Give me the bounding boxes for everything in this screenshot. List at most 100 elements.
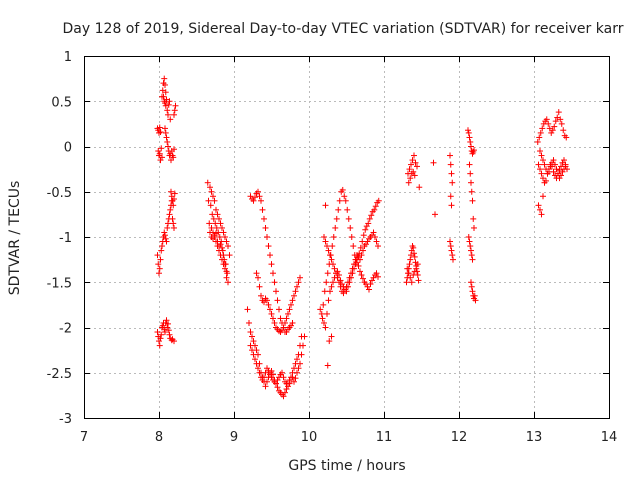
data-point bbox=[339, 186, 346, 193]
data-point bbox=[277, 315, 284, 322]
data-point bbox=[220, 229, 227, 236]
data-point bbox=[162, 125, 168, 132]
data-point bbox=[448, 202, 455, 209]
data-point bbox=[250, 351, 257, 358]
data-point bbox=[208, 224, 215, 231]
data-point bbox=[558, 120, 565, 127]
data-point bbox=[375, 243, 381, 250]
data-point bbox=[447, 193, 454, 200]
data-point bbox=[286, 306, 293, 313]
data-point bbox=[321, 288, 328, 295]
data-point bbox=[366, 215, 373, 222]
data-point bbox=[411, 253, 418, 260]
data-point bbox=[540, 157, 546, 164]
data-point bbox=[330, 234, 337, 240]
data-point bbox=[216, 215, 222, 222]
data-point bbox=[250, 338, 257, 345]
data-point bbox=[211, 197, 218, 204]
data-point bbox=[258, 197, 264, 204]
data-point bbox=[469, 256, 476, 263]
data-point bbox=[414, 163, 420, 170]
data-point bbox=[213, 206, 219, 213]
data-point bbox=[333, 215, 340, 222]
data-point bbox=[158, 145, 165, 152]
data-point bbox=[557, 116, 564, 123]
data-point bbox=[322, 202, 329, 209]
data-point bbox=[556, 167, 563, 174]
data-point bbox=[336, 279, 342, 286]
data-point bbox=[318, 310, 325, 317]
data-point bbox=[468, 143, 474, 150]
data-point bbox=[409, 157, 416, 164]
data-point bbox=[358, 272, 365, 279]
data-point bbox=[247, 329, 254, 336]
data-point bbox=[171, 195, 177, 202]
data-point bbox=[351, 261, 357, 268]
data-point bbox=[549, 163, 555, 170]
data-point bbox=[368, 212, 375, 219]
data-point bbox=[447, 152, 453, 159]
data-point bbox=[264, 297, 270, 304]
y-tick-label: 1 bbox=[64, 50, 72, 65]
data-point bbox=[163, 134, 170, 141]
data-point bbox=[283, 315, 290, 322]
data-point bbox=[267, 252, 273, 259]
data-point bbox=[372, 234, 378, 240]
data-point bbox=[258, 292, 264, 299]
data-point bbox=[350, 243, 357, 250]
x-tick-label: 7 bbox=[80, 430, 88, 445]
data-point bbox=[210, 235, 216, 242]
x-tick-label: 14 bbox=[601, 430, 618, 445]
data-point bbox=[447, 238, 453, 245]
data-point bbox=[165, 320, 171, 327]
data-point bbox=[371, 206, 378, 213]
data-point bbox=[155, 148, 162, 155]
data-point bbox=[168, 188, 174, 195]
data-point bbox=[360, 247, 366, 254]
data-point bbox=[535, 161, 542, 168]
data-point bbox=[447, 161, 454, 168]
data-point bbox=[297, 360, 303, 367]
data-point bbox=[171, 107, 178, 114]
data-point bbox=[154, 252, 161, 259]
data-point bbox=[253, 270, 260, 277]
data-point bbox=[430, 159, 437, 166]
data-point bbox=[268, 374, 275, 381]
data-point bbox=[465, 127, 471, 134]
data-point bbox=[162, 232, 168, 239]
data-point bbox=[534, 138, 541, 145]
data-point bbox=[357, 268, 363, 275]
data-point bbox=[411, 152, 417, 159]
data-point bbox=[470, 215, 477, 222]
grid bbox=[84, 56, 609, 418]
data-point bbox=[411, 172, 418, 179]
data-point bbox=[261, 215, 267, 222]
data-point bbox=[538, 152, 545, 159]
data-point bbox=[373, 238, 380, 245]
data-point bbox=[407, 175, 414, 182]
data-point bbox=[262, 224, 269, 231]
data-point bbox=[285, 383, 291, 390]
data-point bbox=[165, 327, 172, 334]
data-point bbox=[344, 206, 351, 213]
data-point bbox=[449, 179, 456, 186]
data-point bbox=[165, 143, 171, 150]
data-point bbox=[448, 170, 455, 177]
data-point bbox=[471, 292, 478, 299]
x-tick-label: 11 bbox=[376, 430, 393, 445]
y-tick-label: -0.5 bbox=[47, 186, 72, 201]
data-point bbox=[375, 197, 382, 204]
data-point bbox=[162, 102, 169, 109]
data-point bbox=[244, 306, 251, 313]
x-axis-label: GPS time / hours bbox=[288, 458, 405, 474]
data-point bbox=[471, 147, 477, 154]
data-point bbox=[262, 383, 269, 390]
x-tick-label: 13 bbox=[526, 430, 543, 445]
data-point bbox=[289, 319, 296, 326]
data-point bbox=[249, 333, 255, 340]
data-point bbox=[268, 310, 275, 317]
data-point bbox=[156, 338, 162, 345]
data-point bbox=[214, 238, 221, 245]
data-point bbox=[270, 270, 276, 277]
data-point bbox=[324, 270, 331, 277]
